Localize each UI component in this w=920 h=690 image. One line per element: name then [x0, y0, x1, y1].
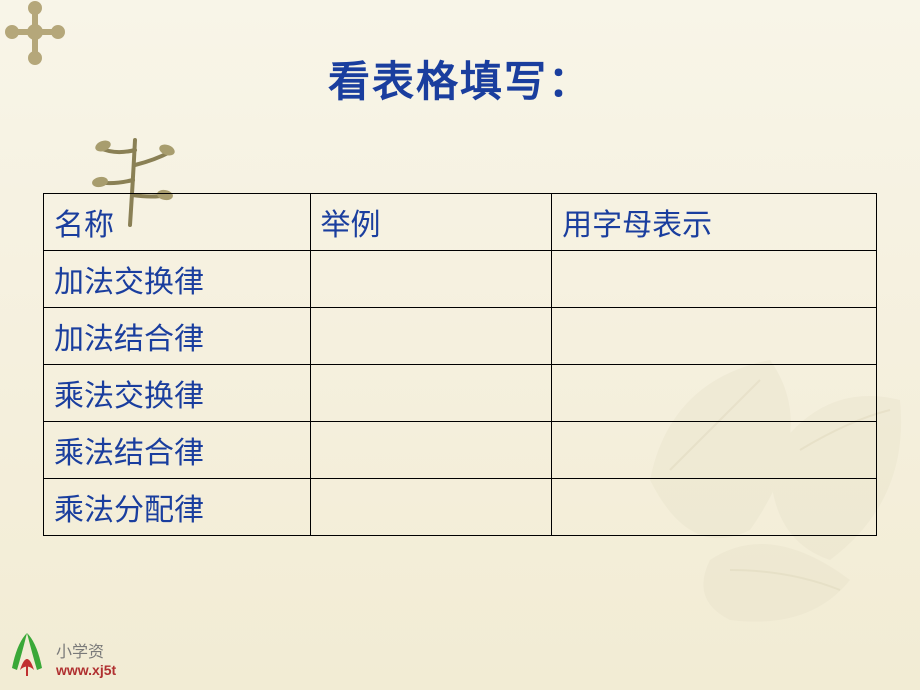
- row-name: 乘法结合律: [44, 422, 311, 479]
- row-letter: [552, 251, 877, 308]
- watermark-url: www.xj5t: [56, 662, 116, 678]
- table-row: 加法结合律: [44, 308, 877, 365]
- row-example: [310, 251, 552, 308]
- row-name: 乘法分配律: [44, 479, 311, 536]
- header-example: 举例: [310, 194, 552, 251]
- main-table: 名称 举例 用字母表示 加法交换律 加法结合律 乘法交换律 乘法结合律 乘法分配…: [43, 193, 877, 536]
- header-letter: 用字母表示: [552, 194, 877, 251]
- row-letter: [552, 308, 877, 365]
- row-example: [310, 308, 552, 365]
- table-row: 乘法交换律: [44, 365, 877, 422]
- corner-ornament: [0, 0, 70, 100]
- row-name: 加法交换律: [44, 251, 311, 308]
- page-title: 看表格填写：: [0, 0, 920, 109]
- watermark-logo-icon: [2, 628, 52, 678]
- table-header-row: 名称 举例 用字母表示: [44, 194, 877, 251]
- row-example: [310, 479, 552, 536]
- row-letter: [552, 422, 877, 479]
- watermark: 小学资 www.xj5t: [2, 628, 116, 678]
- table-row: 加法交换律: [44, 251, 877, 308]
- row-example: [310, 365, 552, 422]
- row-name: 加法结合律: [44, 308, 311, 365]
- row-letter: [552, 365, 877, 422]
- table-row: 乘法结合律: [44, 422, 877, 479]
- row-name: 乘法交换律: [44, 365, 311, 422]
- header-name: 名称: [44, 194, 311, 251]
- watermark-label: 小学资: [56, 638, 116, 662]
- row-example: [310, 422, 552, 479]
- row-letter: [552, 479, 877, 536]
- table-row: 乘法分配律: [44, 479, 877, 536]
